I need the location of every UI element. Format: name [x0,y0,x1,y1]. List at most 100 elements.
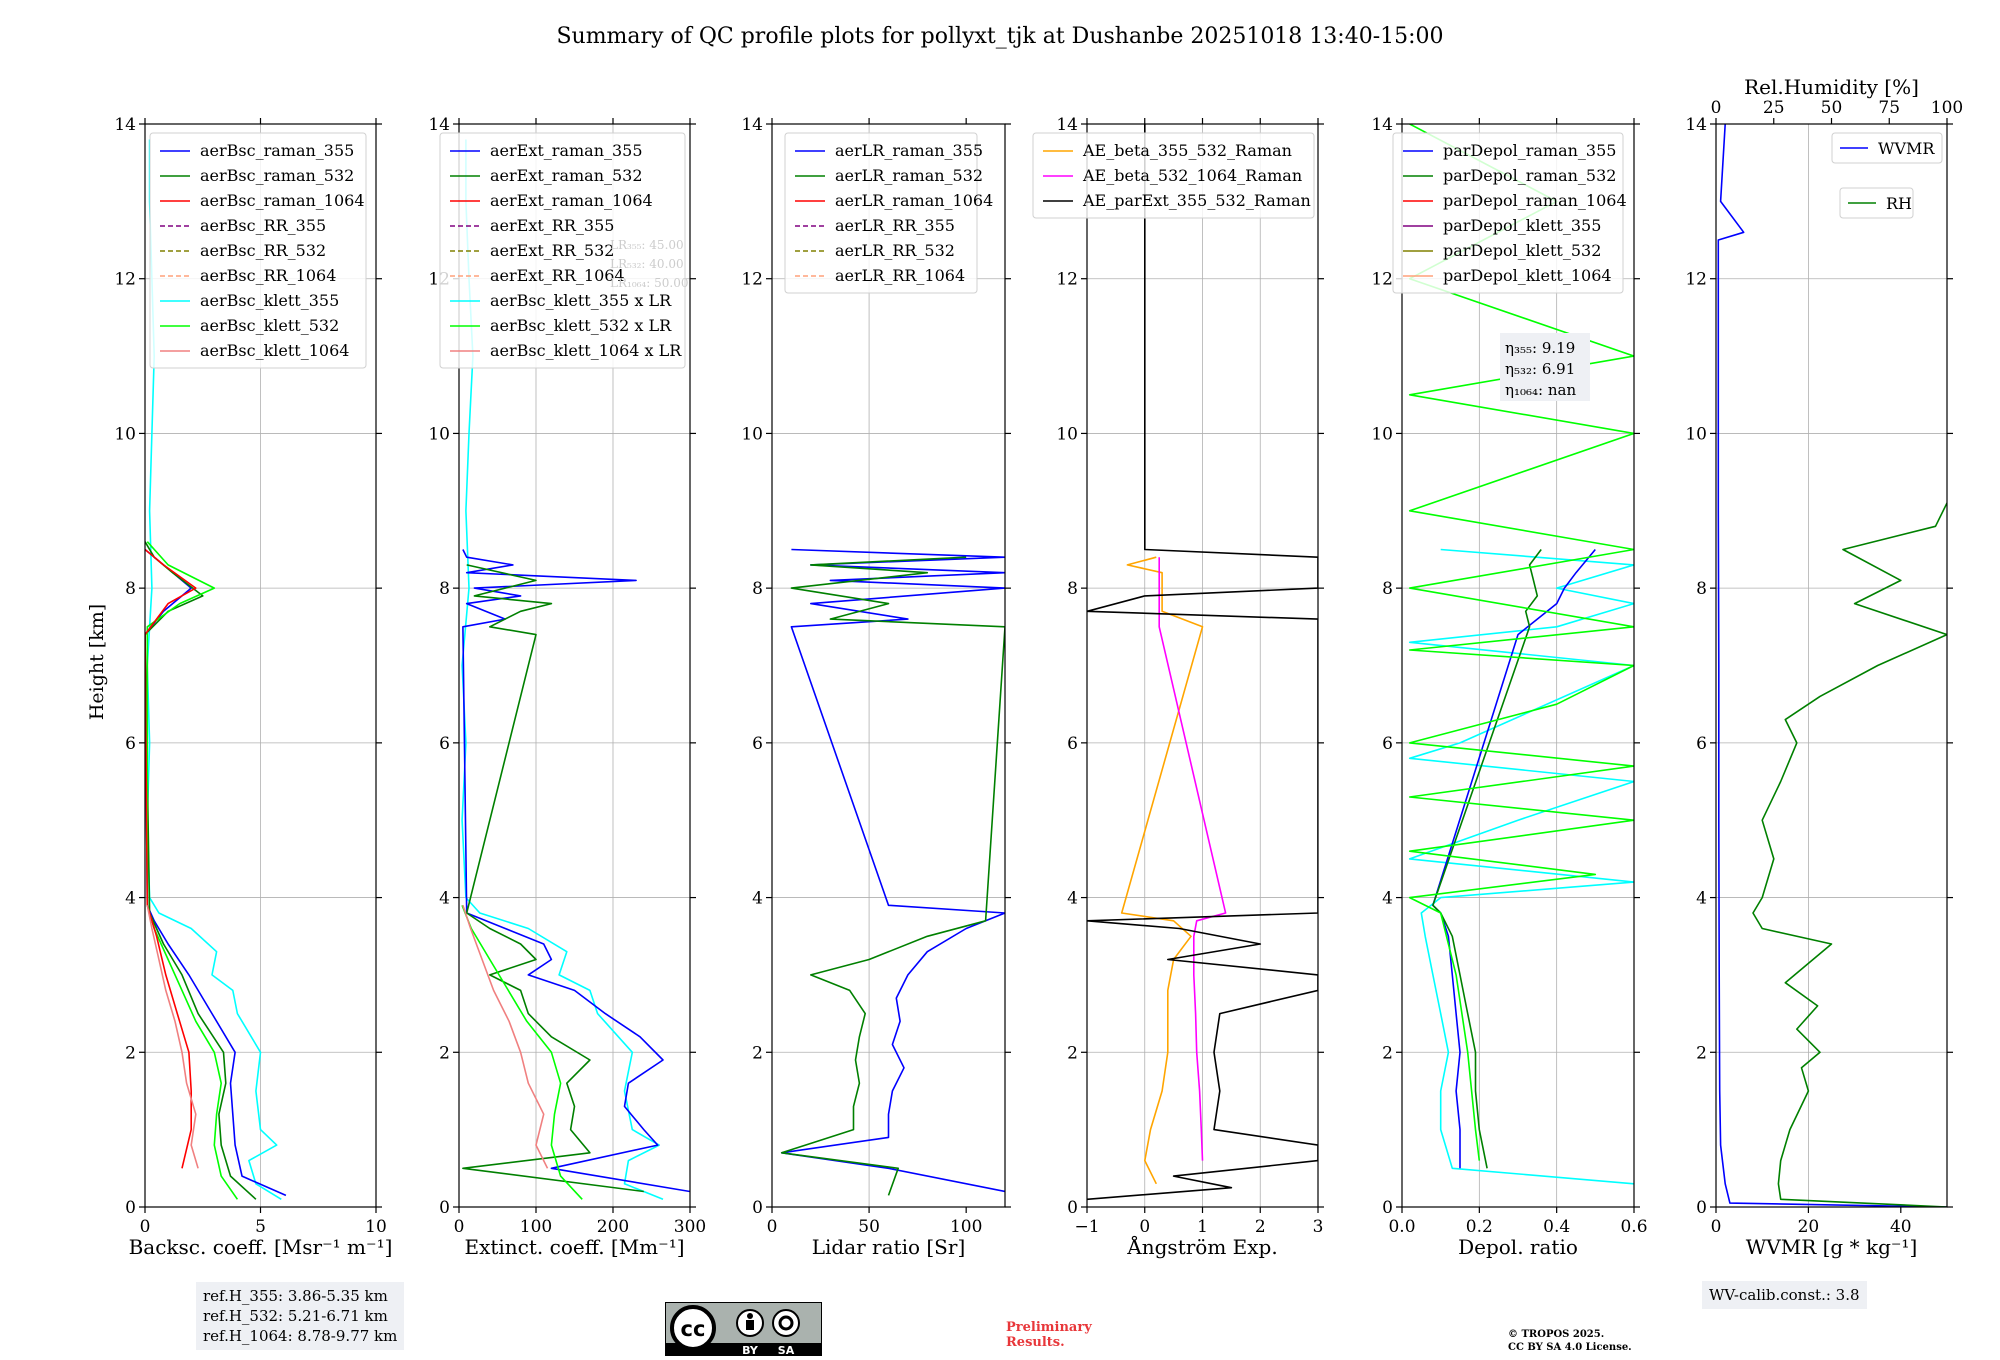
x-axis-label-lr: Lidar ratio [Sr] [812,1235,966,1259]
series-line-parDepol-raman-355 [1432,548,1596,1169]
by-person-body [746,1320,754,1330]
y-tick-label-ae: 6 [1067,734,1078,754]
y-tick-label-ext: 0 [439,1198,450,1218]
legend-label-ext: aerExt_RR_532 [490,241,614,260]
legend-label-lr: aerLR_raman_532 [835,166,983,185]
x-axis-label-ae: Ångström Exp. [1126,1234,1277,1259]
y-tick-label-wv: 14 [1685,115,1707,135]
series-line-aerBsc-klett-1064 [146,905,199,1169]
y-tick-label-bsc: 12 [114,270,136,290]
y-tick-label-lr: 8 [752,579,763,599]
copyright-line-2: CC BY SA 4.0 License. [1508,1342,1632,1353]
y-tick-label-lr: 14 [741,115,763,135]
x-tick-label-ae: 3 [1313,1217,1324,1237]
y-tick-label-bsc: 0 [125,1198,136,1218]
series-line-parDepol-klett-355 [1408,548,1634,1185]
series-group-lr [780,548,1005,1196]
legend-label-bsc: aerBsc_raman_1064 [200,191,365,210]
x-axis-label-bsc: Backsc. coeff. [Msr⁻¹ m⁻¹] [129,1235,393,1259]
series-line-parDepol-klett-532 [1408,124,1634,1161]
legend-box-lr [784,132,978,294]
legend-label-bsc: aerBsc_RR_1064 [200,266,336,285]
cc-license-graphic: cc BY SA [666,1305,821,1356]
legend-label-ext: aerExt_raman_355 [490,141,643,160]
series-group-depol [1408,124,1634,1185]
series-line-aerBsc-raman-532 [145,541,257,1200]
y-tick-label-ae: 0 [1067,1198,1078,1218]
by-person-head [747,1313,753,1319]
x-tick-label-depol: 0.2 [1466,1217,1493,1237]
legend-box-wv [1839,187,1914,219]
top-x-tick-label-wv: 0 [1711,98,1722,118]
y-tick-label-bsc: 14 [114,115,136,135]
series-line-aerBsc-klett-532 [146,541,239,1200]
y-tick-label-lr: 12 [741,270,763,290]
top-x-axis-label-wv: Rel.Humidity [%] [1744,75,1919,99]
x-tick-label-wv: 0 [1711,1217,1722,1237]
y-tick-label-ext: 10 [428,424,450,444]
series-line-aerLR-raman-355 [780,548,1005,1193]
y-tick-label-ae: 10 [1056,424,1078,444]
legend-label-bsc: aerBsc_RR_355 [200,216,326,235]
series-group-ae [1087,124,1318,1201]
lr-note-ext: LR₅₃₂: 40.00 [610,257,684,271]
legend-label-lr: aerLR_RR_1064 [835,266,965,285]
legend-box-wv [1831,132,1943,164]
y-tick-label-wv: 0 [1696,1198,1707,1218]
y-tick-label-ae: 2 [1067,1043,1078,1063]
y-tick-label-bsc: 6 [125,734,136,754]
legend-label-bsc: aerBsc_RR_532 [200,241,326,260]
plot-frame-lr [771,123,1006,1208]
series-line-aerBsc-raman-1064 [145,548,197,1169]
x-axis-label-ext: Extinct. coeff. [Mm⁻¹] [464,1235,684,1259]
y-tick-label-bsc: 8 [125,579,136,599]
legend-label-bsc: aerBsc_klett_1064 [200,341,349,360]
x-tick-label-wv: 20 [1798,1217,1820,1237]
y-tick-label-lr: 2 [752,1043,763,1063]
cc-logo-text: cc [681,1317,706,1341]
y-tick-label-ae: 12 [1056,270,1078,290]
legend-label-ae: AE_beta_532_1064_Raman [1082,166,1302,185]
legend-label-lr: aerLR_raman_1064 [835,191,993,210]
cc-logo-icon [670,1305,716,1351]
x-tick-label-depol: 0.4 [1543,1217,1570,1237]
x-tick-label-ae: 1 [1197,1217,1208,1237]
y-tick-label-ext: 6 [439,734,450,754]
wv-calibration-box: WV-calib.const.: 3.8 [1702,1281,1867,1309]
plot-frame-wv [1715,123,1948,1208]
legend-label-ext: aerExt_RR_355 [490,216,614,235]
y-tick-label-depol: 10 [1371,424,1393,444]
legend-label-ae: AE_beta_355_532_Raman [1082,141,1292,160]
top-x-tick-label-wv: 100 [1931,98,1963,118]
sa-label: SA [778,1344,795,1356]
plot-frame-depol [1401,123,1635,1208]
legend-label-ext: aerExt_RR_1064 [490,266,625,285]
legend-label-lr: aerLR_raman_355 [835,141,983,160]
y-tick-label-depol: 2 [1382,1043,1393,1063]
eta-box-depol [1500,333,1590,401]
legend-label-ext: aerBsc_klett_1064 x LR [490,341,682,360]
y-tick-label-wv: 2 [1696,1043,1707,1063]
y-tick-label-bsc: 2 [125,1043,136,1063]
y-tick-label-ae: 14 [1056,115,1078,135]
legend-box-depol [1392,132,1624,294]
x-tick-label-lr: 50 [858,1217,880,1237]
series-line-aerBsc-raman-355 [145,548,287,1197]
legend-label-depol: parDepol_raman_355 [1443,141,1616,160]
series-line-aerLR-raman-532 [780,556,1005,1196]
y-tick-label-wv: 4 [1696,889,1707,909]
preliminary-line-1: Preliminary [1006,1320,1092,1335]
y-tick-label-ext: 14 [428,115,450,135]
legend-label-depol: parDepol_raman_1064 [1443,191,1627,210]
x-tick-label-bsc: 0 [140,1217,151,1237]
series-line-aerBsc-klett-1064-x-LR [462,905,549,1169]
figure-title: Summary of QC profile plots for pollyxt_… [556,24,1443,49]
series-line-aerExt-raman-355 [462,549,690,1193]
ref-height-1064: ref.H_1064: 8.78-9.77 km [203,1327,398,1345]
x-axis-label-depol: Depol. ratio [1458,1235,1578,1259]
x-tick-label-bsc: 10 [365,1217,387,1237]
